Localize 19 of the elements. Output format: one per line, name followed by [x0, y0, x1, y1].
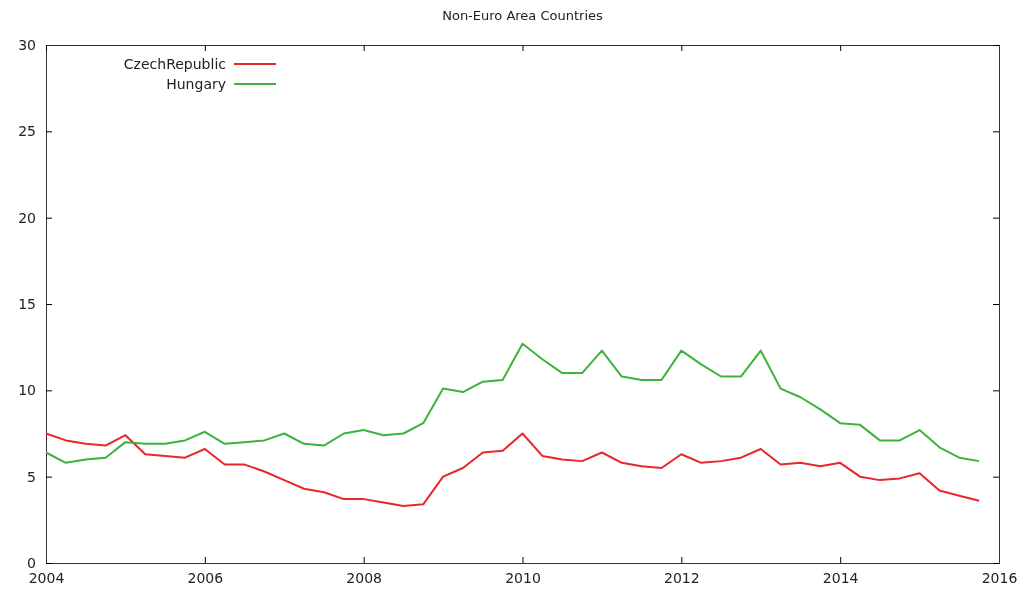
x-tick-label: 2006: [187, 569, 224, 586]
x-tick-label: 2016: [981, 569, 1018, 586]
x-tick-label: 2010: [505, 569, 541, 586]
y-tick-label: 20: [18, 209, 36, 226]
line-series: [45, 342, 981, 464]
x-tick-label: 2014: [822, 569, 859, 586]
x-tick-label: 2012: [664, 569, 700, 586]
y-tick-label: 25: [18, 123, 36, 140]
legend-label: CzechRepublic: [123, 56, 226, 72]
legend-label: Hungary: [166, 76, 226, 92]
chart-title: Non-Euro Area Countries: [442, 8, 604, 23]
y-tick-label: 0: [27, 554, 36, 571]
x-tick-label: 2004: [28, 569, 65, 586]
x-tick-label: 2008: [346, 569, 382, 586]
y-tick-label: 15: [18, 295, 36, 312]
y-tick-label: 5: [27, 468, 36, 485]
y-tick-label: 10: [18, 382, 36, 399]
line-series: [45, 432, 981, 508]
y-tick-label: 30: [18, 36, 36, 53]
